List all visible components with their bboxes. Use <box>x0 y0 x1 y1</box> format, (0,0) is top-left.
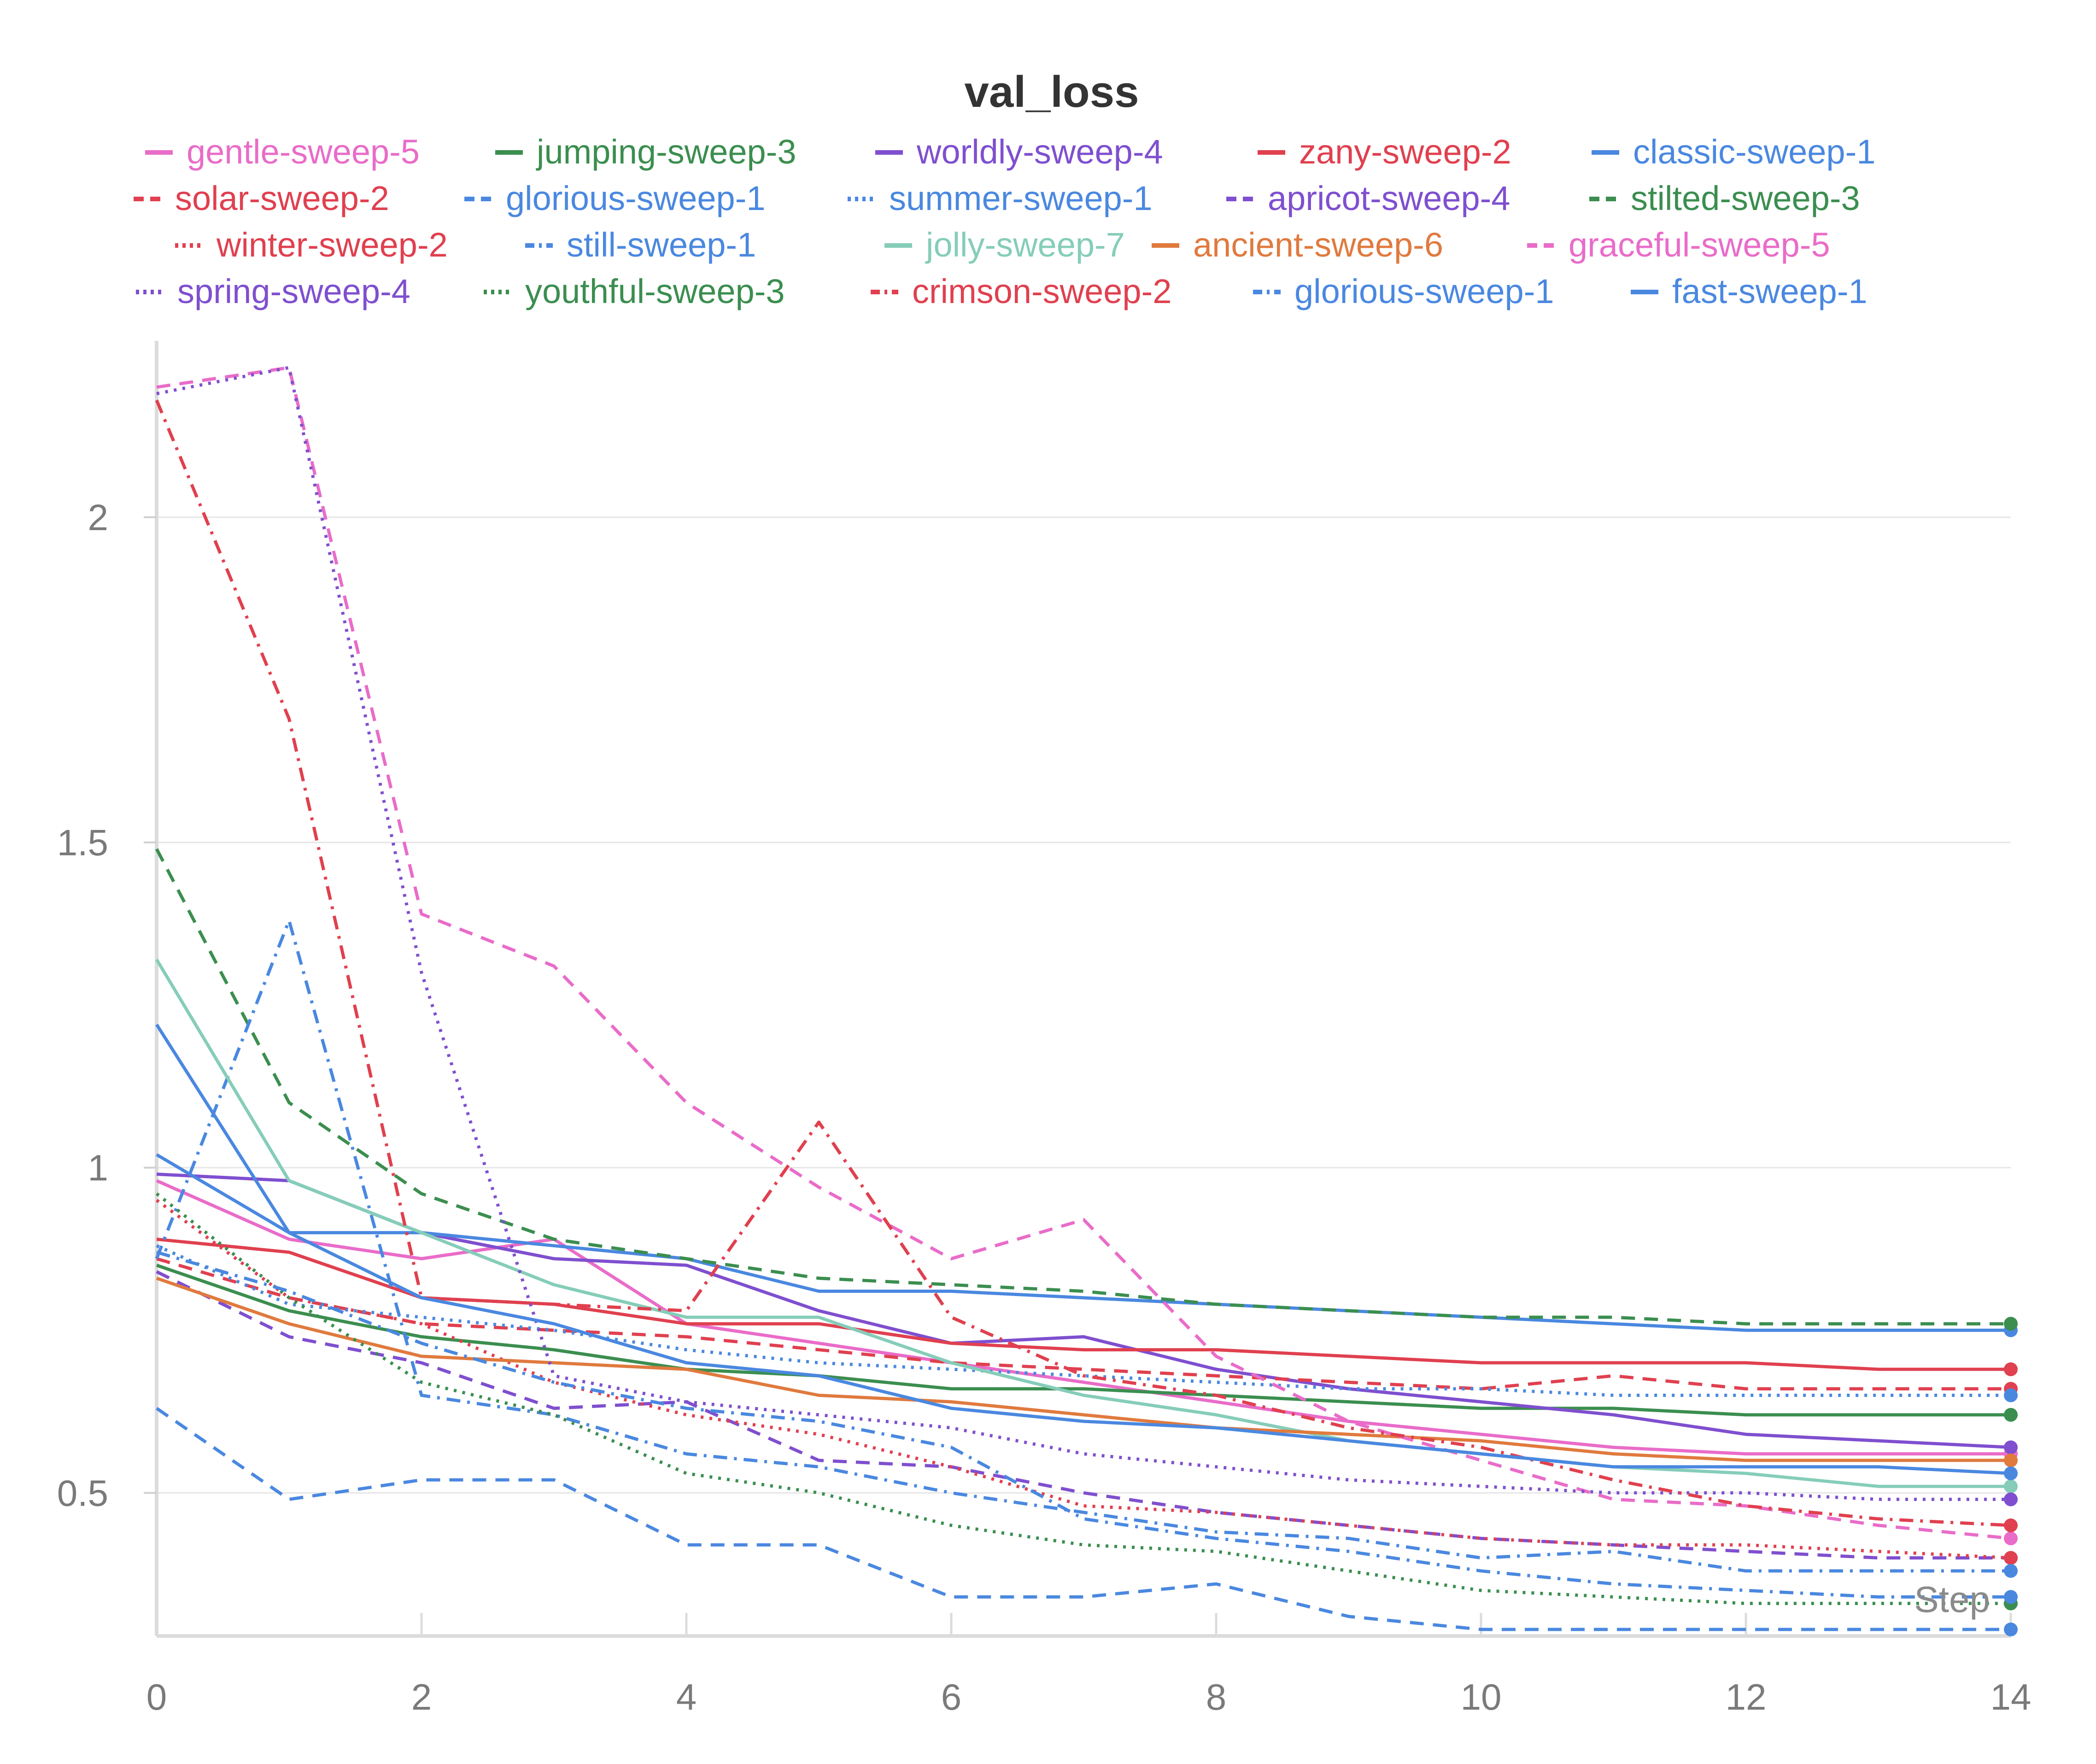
legend-item-apricot-sweep-4[interactable]: apricot-sweep-4 <box>1226 179 1510 217</box>
legend-label: classic-sweep-1 <box>1633 133 1875 171</box>
legend-label: jumping-sweep-3 <box>536 133 796 171</box>
series-endpoint-stilted-sweep-3 <box>2004 1317 2018 1331</box>
axes <box>155 341 2011 1638</box>
legend-item-zany-sweep-2[interactable]: zany-sweep-2 <box>1258 133 1511 171</box>
legend-item-jolly-sweep-7[interactable]: jolly-sweep-7 <box>884 226 1125 264</box>
series-endpoint-worldly-sweep-4 <box>2004 1440 2018 1454</box>
legend-label: glorious-sweep-1 <box>506 179 766 217</box>
legend-label: summer-sweep-1 <box>889 179 1153 217</box>
series-line-fast-sweep-1 <box>155 1023 2011 1475</box>
series-line-graceful-sweep-5 <box>156 366 2011 1540</box>
legend-item-glorious-sweep-1[interactable]: glorious-sweep-1 <box>1253 272 1554 310</box>
y-tick-label: 1 <box>88 1147 109 1188</box>
series-line-classic-sweep-1 <box>156 1153 2011 1332</box>
x-tick-label: 0 <box>146 1676 167 1717</box>
series-line-crimson-sweep-2 <box>155 399 2011 1527</box>
gridlines <box>157 516 2011 1494</box>
legend-item-gentle-sweep-5[interactable]: gentle-sweep-5 <box>145 133 420 171</box>
legend-label: worldly-sweep-4 <box>916 133 1163 171</box>
x-tick-label: 4 <box>676 1676 697 1717</box>
legend-item-spring-sweep-4[interactable]: spring-sweep-4 <box>136 272 410 310</box>
series-line-gentle-sweep-5 <box>156 1179 2011 1456</box>
series-endpoint-graceful-sweep-5 <box>2004 1531 2018 1546</box>
y-tick-label: 2 <box>88 497 109 538</box>
legend-label: solar-sweep-2 <box>175 179 389 217</box>
legend-item-fast-sweep-1[interactable]: fast-sweep-1 <box>1631 272 1868 310</box>
x-axis-ticks: 0 2 4 6 8 10 12 14 <box>146 1613 2032 1717</box>
series-endpoint-crimson-sweep-2 <box>2004 1518 2018 1532</box>
x-tick-label: 2 <box>411 1676 432 1717</box>
series-line-worldly-sweep-4 <box>156 1172 2011 1449</box>
series-line-still-sweep-1 <box>155 919 2011 1573</box>
chart-title: val_loss <box>965 67 1139 117</box>
x-tick-label: 14 <box>1991 1676 2032 1717</box>
x-tick-label: 10 <box>1461 1676 1502 1717</box>
legend: gentle-sweep-5 jumping-sweep-3 worldly-swe… <box>134 133 1875 310</box>
series-line-stilted-sweep-3 <box>155 848 2011 1326</box>
series-endpoint-jolly-sweep-7 <box>2004 1479 2018 1494</box>
series-line-jumping-sweep-3 <box>156 1263 2011 1417</box>
legend-label: stilted-sweep-3 <box>1631 179 1860 217</box>
series-endpoint-summer-sweep-1 <box>2004 1388 2018 1402</box>
legend-item-youthful-sweep-3[interactable]: youthful-sweep-3 <box>484 272 785 310</box>
legend-item-worldly-sweep-4[interactable]: worldly-sweep-4 <box>875 133 1163 171</box>
legend-label: fast-sweep-1 <box>1672 272 1868 310</box>
legend-label: still-sweep-1 <box>567 226 756 264</box>
legend-item-stilted-sweep-3[interactable]: stilted-sweep-3 <box>1589 179 1860 217</box>
legend-label: crimson-sweep-2 <box>912 272 1171 310</box>
legend-item-solar-sweep-2[interactable]: solar-sweep-2 <box>134 179 389 217</box>
series-endpoints <box>2004 1317 2018 1636</box>
legend-label: graceful-sweep-5 <box>1569 226 1830 264</box>
series-line-ancient-sweep-6 <box>156 1276 2011 1462</box>
legend-item-graceful-sweep-5[interactable]: graceful-sweep-5 <box>1527 226 1830 264</box>
series-endpoint-glorious-sweep-1 <box>2004 1622 2018 1636</box>
series-endpoint-spring-sweep-4 <box>2004 1492 2018 1507</box>
y-tick-label: 1.5 <box>57 822 108 863</box>
y-tick-label: 0.5 <box>57 1472 108 1513</box>
legend-label: jolly-sweep-7 <box>925 226 1125 264</box>
legend-label: apricot-sweep-4 <box>1268 179 1510 217</box>
series-endpoint-zany-sweep-2 <box>2004 1362 2018 1377</box>
series-endpoint-jumping-sweep-3 <box>2004 1408 2018 1422</box>
y-axis-ticks: 0.5 1 1.5 2 <box>57 497 157 1513</box>
legend-label: spring-sweep-4 <box>177 272 410 310</box>
series-line-apricot-sweep-4 <box>156 1270 2011 1560</box>
series-line-solar-sweep-2 <box>156 1257 2011 1390</box>
legend-item-summer-sweep-1[interactable]: summer-sweep-1 <box>848 179 1153 217</box>
legend-label: youthful-sweep-3 <box>525 272 785 310</box>
legend-label: glorious-sweep-1 <box>1294 272 1554 310</box>
x-tick-label: 8 <box>1206 1676 1227 1717</box>
series-endpoint-ancient-sweep-6 <box>2004 1453 2018 1467</box>
legend-item-ancient-sweep-6[interactable]: ancient-sweep-6 <box>1152 226 1443 264</box>
legend-label: gentle-sweep-5 <box>187 133 420 171</box>
series-endpoint-glorious-sweep-1 <box>2004 1590 2018 1604</box>
legend-label: zany-sweep-2 <box>1299 133 1511 171</box>
legend-label: winter-sweep-2 <box>216 226 448 264</box>
series-endpoint-winter-sweep-2 <box>2004 1551 2018 1565</box>
legend-item-winter-sweep-2[interactable]: winter-sweep-2 <box>175 226 448 264</box>
legend-item-classic-sweep-1[interactable]: classic-sweep-1 <box>1592 133 1875 171</box>
legend-label: ancient-sweep-6 <box>1193 226 1443 264</box>
series-endpoint-fast-sweep-1 <box>2004 1466 2018 1480</box>
x-tick-label: 12 <box>1726 1676 1767 1717</box>
legend-item-glorious-sweep-1[interactable]: glorious-sweep-1 <box>464 179 766 217</box>
series-line-glorious-sweep-1 <box>156 1250 2011 1599</box>
plot-area <box>155 366 2011 1631</box>
x-axis-label: Step <box>1914 1579 1990 1620</box>
legend-item-jumping-sweep-3[interactable]: jumping-sweep-3 <box>495 133 796 171</box>
legend-item-still-sweep-1[interactable]: still-sweep-1 <box>525 226 756 264</box>
legend-item-crimson-sweep-2[interactable]: crimson-sweep-2 <box>871 272 1171 310</box>
series-line-jolly-sweep-7 <box>155 958 2011 1488</box>
series-endpoint-still-sweep-1 <box>2004 1564 2018 1578</box>
x-tick-label: 6 <box>941 1676 962 1717</box>
